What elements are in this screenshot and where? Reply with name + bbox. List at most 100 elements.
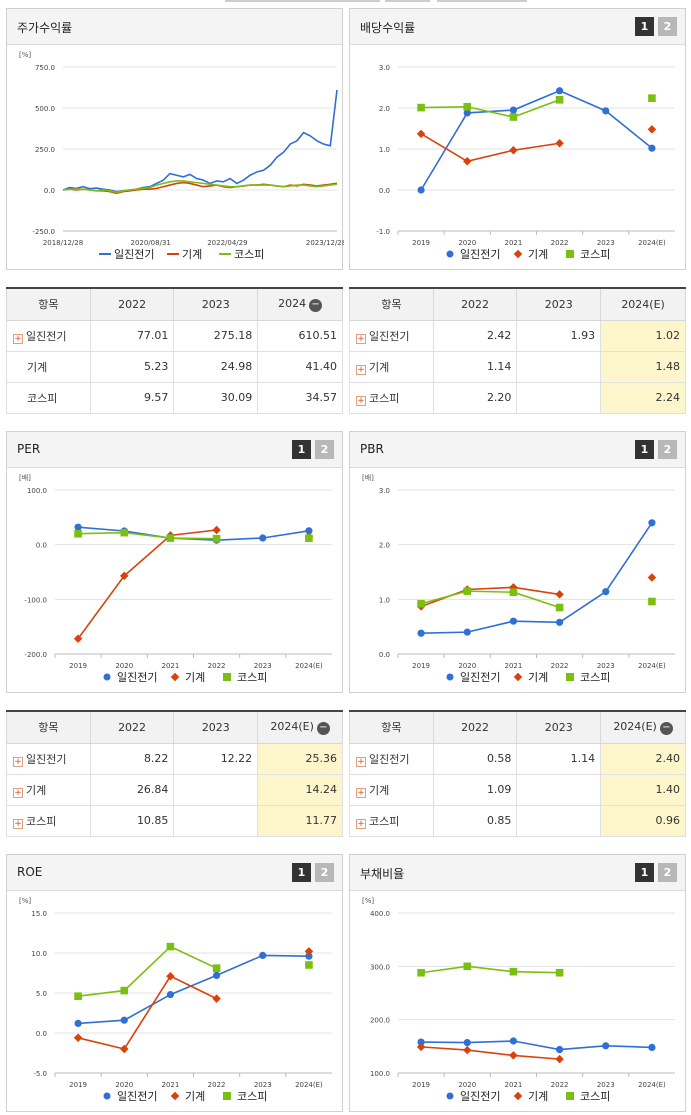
expand-icon[interactable]: +: [356, 333, 366, 344]
row-label: 코스피: [27, 391, 58, 405]
value-cell: 1.14: [432, 350, 518, 383]
value-cell: [516, 804, 602, 837]
y-unit-label: [%]: [362, 897, 374, 905]
header-label: 2022: [118, 297, 147, 311]
pbr-table: 항목 2022 2023 2024(E) − + 일진전기 0.58 1.14 2.40 + 기계 1.…: [349, 710, 686, 837]
legend-swatch: [566, 250, 574, 258]
y-tick-label: 0.0: [36, 542, 47, 550]
legend-label: 일진전기: [460, 247, 500, 261]
collapse-icon[interactable]: −: [659, 721, 673, 735]
value-cell: 77.01: [89, 319, 175, 352]
series-line-2: [420, 590, 560, 609]
data-point: [509, 1037, 518, 1045]
top-divider: [437, 0, 527, 2]
tab-1-button[interactable]: 1: [635, 863, 654, 882]
table-header-year: 2023: [173, 710, 259, 744]
tab-1-button[interactable]: 1: [292, 440, 311, 459]
value-cell: [516, 773, 602, 806]
x-tick-label: 2020: [115, 1081, 133, 1089]
value-cell: 14.24: [257, 773, 343, 806]
collapse-icon[interactable]: −: [316, 721, 330, 735]
y-tick-label: -200.0: [24, 651, 47, 659]
legend-swatch: [446, 673, 454, 681]
tab-2-button[interactable]: 2: [315, 863, 334, 882]
value-cell: 1.48: [600, 350, 686, 383]
data-point: [555, 87, 564, 95]
data-point: [555, 603, 564, 612]
value-cell: 0.58: [432, 742, 518, 775]
data-point: [166, 942, 175, 951]
data-point: [648, 94, 656, 102]
legend-label: 코스피: [580, 248, 610, 261]
expand-icon[interactable]: +: [13, 787, 23, 798]
y-tick-label: 500.0: [35, 105, 55, 113]
value-cell: 2.42: [432, 319, 518, 352]
tab-2-button[interactable]: 2: [658, 17, 677, 36]
header-label: 2022: [118, 720, 147, 734]
value-cell: 41.40: [257, 350, 343, 383]
x-tick-label: 2022: [208, 662, 226, 670]
data-point: [509, 113, 518, 121]
row-name-cell: + 기계: [349, 773, 434, 806]
data-point: [259, 534, 267, 542]
tab-1-button[interactable]: 1: [292, 863, 311, 882]
legend-label: 기계: [528, 1090, 548, 1103]
expand-icon[interactable]: +: [356, 364, 366, 375]
y-tick-label: -100.0: [24, 596, 47, 604]
legend-label: 코스피: [234, 248, 264, 261]
expand-icon[interactable]: +: [13, 333, 23, 344]
expand-icon[interactable]: +: [356, 818, 366, 829]
table-header-year: 2023: [173, 287, 259, 321]
x-tick-label: 2024(E): [638, 662, 666, 670]
collapse-icon[interactable]: −: [309, 298, 323, 312]
y-tick-label: 0.0: [379, 651, 390, 659]
data-point: [509, 106, 518, 114]
y-tick-label: 400.0: [370, 910, 390, 918]
data-point: [463, 628, 471, 636]
row-name-cell: + 일진전기: [349, 742, 434, 775]
data-point: [305, 961, 313, 969]
x-tick-label: 2022: [208, 1081, 226, 1089]
top-divider: [225, 0, 380, 2]
data-point: [555, 1054, 564, 1064]
tab-2-button[interactable]: 2: [315, 440, 334, 459]
data-point: [305, 527, 313, 535]
value-cell: 24.98: [173, 350, 259, 383]
tab-2-button[interactable]: 2: [658, 440, 677, 459]
tab-2-button[interactable]: 2: [658, 863, 677, 882]
expand-icon[interactable]: +: [356, 395, 366, 406]
series-line-1: [420, 586, 560, 608]
x-tick-label: 2020: [115, 662, 133, 670]
tab-1-button[interactable]: 1: [635, 17, 654, 36]
data-point: [648, 519, 656, 527]
expand-icon[interactable]: +: [356, 756, 366, 767]
table-header-year: 2024(E) −: [257, 710, 343, 744]
expand-icon[interactable]: +: [13, 756, 23, 767]
panel-title: 주가수익률: [17, 21, 73, 35]
legend-swatch: [223, 673, 231, 681]
row-label: 기계: [26, 783, 47, 797]
per-table: 항목 2022 2023 2024(E) − + 일진전기 8.22 12.22 25.36 + 기계…: [6, 710, 343, 837]
series-line-0: [421, 522, 653, 635]
x-tick-label: 2023: [597, 1081, 615, 1089]
y-tick-label: -5.0: [33, 1070, 47, 1078]
data-point: [120, 1016, 128, 1024]
header-label: 항목: [381, 721, 402, 735]
y-unit-label: [%]: [19, 897, 31, 905]
header-label: 2022: [461, 297, 490, 311]
series-line-2: [78, 531, 217, 540]
data-point: [509, 1051, 518, 1060]
table-header-item: 항목: [349, 287, 434, 321]
expand-icon[interactable]: +: [356, 787, 366, 798]
expand-icon[interactable]: +: [13, 818, 23, 829]
y-unit-label: [배]: [19, 473, 31, 482]
tab-1-button[interactable]: 1: [635, 440, 654, 459]
y-tick-label: 1.0: [379, 146, 390, 154]
table-row: + 일진전기 8.22 12.22 25.36: [6, 742, 343, 775]
x-tick-label: 2019: [412, 239, 430, 247]
data-point: [555, 96, 564, 104]
row-name-cell: + 코스피: [349, 804, 434, 837]
